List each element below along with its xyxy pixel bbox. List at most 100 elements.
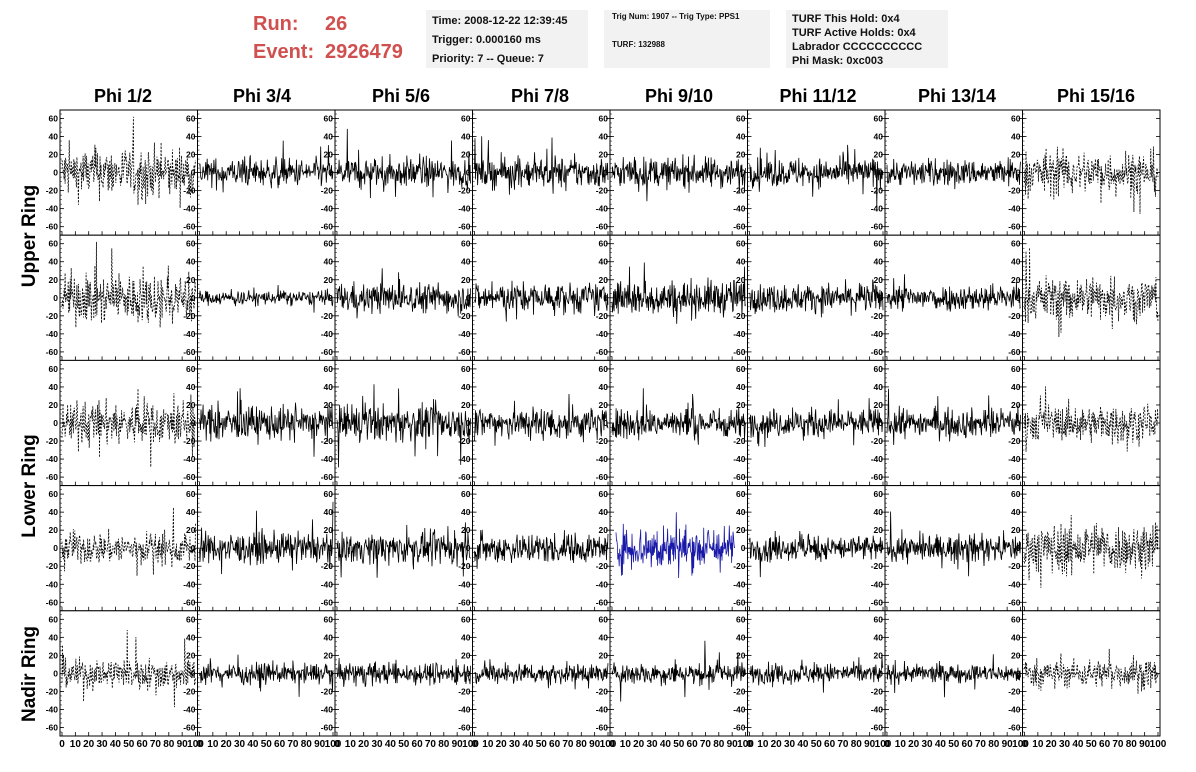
y-tick-label: 20 — [874, 275, 884, 285]
waveform-trace — [749, 530, 884, 578]
waveform-trace — [61, 116, 196, 208]
panel-r2-c5: -60 -40 -20 0 20 40 60 — [733, 359, 886, 487]
panel-r2-c0: -60 -40 -20 0 20 40 60 — [46, 359, 198, 487]
y-tick-label: 60 — [874, 364, 884, 374]
x-tick-label: 40 — [247, 739, 259, 750]
y-tick-label: 60 — [186, 364, 196, 374]
x-tick-label: 80 — [576, 739, 588, 750]
panel-r3-c4: -60 -40 -20 0 20 40 60 — [596, 485, 748, 612]
y-tick-label: 40 — [461, 257, 471, 267]
waveform-trace — [336, 384, 471, 468]
y-tick-label: -20 — [183, 311, 196, 321]
y-tick-label: 0 — [603, 418, 608, 428]
x-tick-label: 20 — [633, 739, 645, 750]
x-tick-label: 80 — [713, 739, 725, 750]
y-tick-label: 20 — [599, 650, 609, 660]
waveform-trace — [749, 144, 884, 209]
waveform-trace — [749, 279, 884, 318]
panel-r3-c6: -60 -40 -20 0 20 40 60 — [871, 485, 1023, 612]
panel-r1-c5: -60 -40 -20 0 20 40 60 — [733, 234, 886, 361]
y-tick-label: -60 — [458, 472, 471, 482]
y-tick-label: 0 — [878, 293, 883, 303]
y-tick-label: -20 — [871, 311, 884, 321]
y-tick-label: 20 — [736, 525, 746, 535]
x-tick-label: 60 — [824, 739, 836, 750]
panel-r0-c2: -60 -40 -20 0 20 40 60 — [321, 109, 473, 236]
y-tick-label: 0 — [53, 543, 58, 553]
panel-r4-c6: -60 -40 -20 0 20 40 60 — [871, 610, 1023, 737]
panel-r3-c0: -60 -40 -20 0 20 40 60 — [46, 485, 198, 612]
panel-frame — [1022, 359, 1161, 487]
y-tick-label: 0 — [741, 168, 746, 178]
x-tick-label: 100 — [187, 739, 204, 750]
y-tick-label: 40 — [49, 382, 59, 392]
y-tick-label: -20 — [321, 311, 334, 321]
y-tick-label: 60 — [736, 239, 746, 249]
y-tick-label: 20 — [49, 525, 59, 535]
x-tick-label: 0 — [334, 739, 340, 750]
y-tick-label: -20 — [46, 561, 59, 571]
y-tick-label: -20 — [46, 436, 59, 446]
panel-frame — [59, 610, 198, 737]
y-tick-label: 40 — [186, 382, 196, 392]
x-tick-label: 40 — [1072, 739, 1084, 750]
waveform-trace — [336, 522, 471, 578]
y-tick-label: 40 — [599, 382, 609, 392]
panel-r1-c2: -60 -40 -20 0 20 40 60 — [321, 234, 473, 361]
x-tick-label: 80 — [1126, 739, 1138, 750]
y-tick-label: 60 — [1011, 114, 1021, 124]
y-tick-label: 20 — [1011, 150, 1021, 160]
y-tick-label: -40 — [458, 329, 471, 339]
y-tick-label: -40 — [183, 704, 196, 714]
y-tick-label: 60 — [49, 364, 59, 374]
y-tick-label: -60 — [46, 347, 59, 357]
y-tick-label: 40 — [599, 257, 609, 267]
y-tick-label: -60 — [733, 722, 746, 732]
y-tick-label: 0 — [741, 543, 746, 553]
waveform-trace — [474, 529, 609, 569]
y-tick-label: 40 — [736, 132, 746, 142]
y-tick-label: -20 — [458, 186, 471, 196]
y-tick-label: 20 — [186, 525, 196, 535]
y-tick-label: 0 — [603, 543, 608, 553]
y-tick-label: -20 — [871, 436, 884, 446]
x-tick-label: 80 — [988, 739, 1000, 750]
x-tick-label: 100 — [1012, 739, 1029, 750]
x-tick-label: 60 — [1099, 739, 1111, 750]
panel-r1-c6: -60 -40 -20 0 20 40 60 — [871, 234, 1023, 361]
y-tick-label: 60 — [1011, 239, 1021, 249]
y-tick-label: 0 — [328, 168, 333, 178]
event-label: Event: — [253, 41, 315, 63]
waveform-trace — [474, 136, 609, 195]
y-tick-label: 0 — [1016, 168, 1021, 178]
y-tick-label: 60 — [461, 489, 471, 499]
y-tick-label: 0 — [878, 668, 883, 678]
y-tick-label: 40 — [461, 132, 471, 142]
panel-r2-c4: -60 -40 -20 0 20 40 60 — [596, 359, 748, 487]
y-tick-label: -40 — [871, 454, 884, 464]
y-tick-label: 40 — [461, 632, 471, 642]
y-tick-label: 20 — [324, 525, 334, 535]
x-tick-label: 10 — [70, 739, 82, 750]
y-tick-label: 20 — [186, 150, 196, 160]
x-tick-label: 0 — [1022, 739, 1028, 750]
waveform-trace — [611, 640, 746, 702]
panel-r4-c3: -60 -40 -20 0 20 40 60 — [458, 610, 611, 737]
x-tick-label: 90 — [1002, 739, 1014, 750]
y-tick-label: 0 — [53, 418, 58, 428]
y-tick-label: 60 — [874, 614, 884, 624]
y-tick-label: 0 — [878, 418, 883, 428]
y-tick-label: 20 — [874, 650, 884, 660]
y-tick-label: -20 — [321, 686, 334, 696]
y-tick-label: -60 — [183, 722, 196, 732]
x-tick-label: 40 — [385, 739, 397, 750]
x-tick-label: 40 — [110, 739, 122, 750]
x-tick-label: 90 — [1139, 739, 1151, 750]
y-tick-label: -20 — [458, 561, 471, 571]
y-tick-label: -20 — [596, 311, 609, 321]
x-tick-label: 80 — [163, 739, 175, 750]
x-tick-label: 20 — [1046, 739, 1058, 750]
y-tick-label: 20 — [599, 150, 609, 160]
y-tick-label: 0 — [328, 418, 333, 428]
waveform-trace — [199, 501, 334, 575]
